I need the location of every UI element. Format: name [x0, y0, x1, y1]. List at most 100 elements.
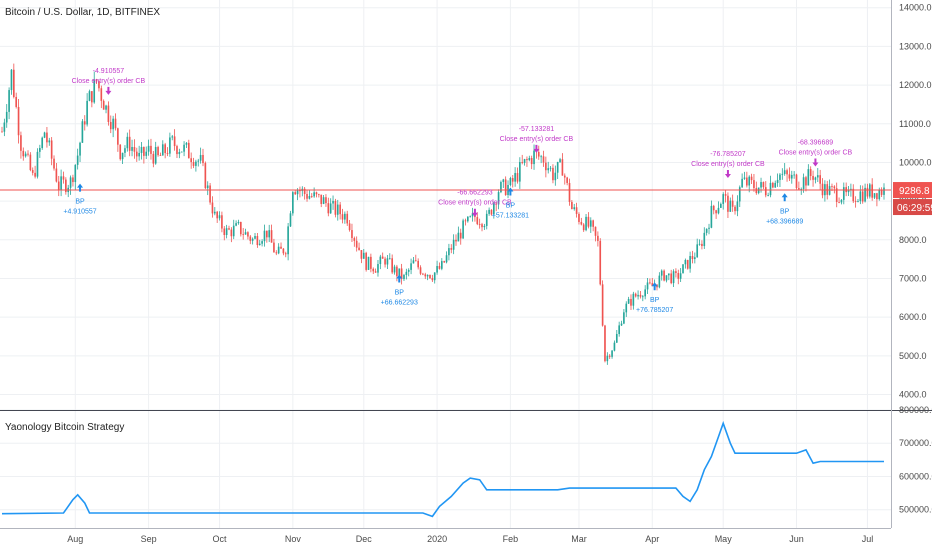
candle-body — [69, 177, 72, 188]
candle-body — [235, 223, 237, 226]
candle-body — [247, 232, 249, 237]
candle-body — [528, 158, 531, 161]
candle-body — [634, 293, 637, 297]
candle-body — [471, 213, 474, 217]
candle-body — [852, 188, 855, 202]
candle-body — [273, 242, 275, 253]
candle-body — [223, 228, 226, 236]
candle-body — [611, 350, 613, 357]
indicator-axis[interactable]: 800000.0 700000.0 600000.0 500000.0 — [899, 405, 932, 515]
time-axis[interactable]: Aug Sep Oct Nov Dec 2020 Feb Mar Apr May Jun Jul — [67, 534, 873, 544]
candle-body — [604, 325, 606, 362]
candle-body — [587, 216, 590, 227]
candle-body — [171, 136, 174, 138]
candle-body — [833, 186, 836, 189]
candle-body — [729, 200, 732, 212]
candle-body — [774, 182, 777, 188]
candle-body — [102, 100, 105, 110]
candle-body — [715, 210, 717, 214]
candle-body — [760, 182, 762, 188]
candle-body — [710, 205, 713, 228]
candle-body — [842, 187, 845, 200]
candle-body — [516, 173, 519, 182]
candle-body — [294, 192, 297, 195]
candle-body — [734, 206, 736, 212]
candle-body — [533, 150, 535, 165]
candle-body — [12, 69, 15, 97]
candle-body — [133, 147, 136, 152]
candle-body — [805, 177, 807, 186]
candle-body — [658, 275, 661, 288]
candle-body — [720, 203, 722, 208]
candle-body — [705, 228, 708, 233]
candle-body — [880, 190, 883, 195]
candle-body — [355, 240, 358, 248]
candle-body — [185, 142, 188, 145]
candle-body — [362, 252, 365, 259]
candle-body — [547, 168, 550, 171]
candle-body — [589, 220, 592, 227]
candle-body — [183, 144, 185, 152]
candle-body — [857, 201, 859, 202]
candle-body — [585, 216, 587, 231]
candle-body — [601, 284, 604, 326]
time-tick-label: Sep — [141, 534, 157, 544]
current-price-value: 9286.8 — [899, 186, 930, 197]
candle-body — [476, 217, 479, 225]
candle-body — [783, 170, 786, 174]
candle-body — [410, 263, 412, 270]
candle-body — [322, 197, 325, 204]
candle-body — [412, 260, 415, 264]
candle-body — [540, 156, 542, 158]
candle-body — [344, 213, 346, 220]
candle-body — [625, 303, 628, 313]
candle-body — [126, 136, 129, 149]
candle-body — [554, 172, 557, 181]
candle-body — [769, 182, 772, 196]
candle-body — [878, 190, 881, 200]
candle-body — [381, 256, 384, 259]
candle-body — [807, 169, 810, 186]
candle-body — [485, 213, 488, 226]
candle-body — [708, 227, 710, 229]
candle-body — [663, 270, 665, 281]
candle-body — [530, 158, 533, 165]
time-tick-label: 2020 — [427, 534, 447, 544]
price-tick-label: 13000.0 — [899, 41, 932, 51]
candle-body — [698, 243, 701, 245]
price-tick-label: 10000.0 — [899, 157, 932, 167]
buy-label: BP — [650, 297, 660, 304]
candle-body — [346, 213, 349, 224]
candle-body — [407, 269, 410, 272]
candle-body — [788, 174, 791, 179]
candle-body — [469, 216, 472, 218]
candle-body — [131, 147, 133, 151]
candle-body — [275, 252, 278, 254]
candle-body — [370, 256, 372, 269]
current-price-tag — [893, 182, 932, 199]
candle-body — [795, 174, 798, 189]
candle-body — [20, 135, 22, 151]
candle-body — [436, 266, 438, 273]
candle-body — [299, 190, 301, 192]
candle-body — [150, 145, 152, 154]
candle-body — [43, 132, 46, 138]
candle-body — [630, 298, 632, 306]
candle-body — [514, 173, 516, 182]
candle-body — [199, 154, 202, 161]
candle-body — [353, 238, 356, 241]
time-tick-label: Nov — [285, 534, 302, 544]
candle-body — [60, 176, 62, 190]
candle-body — [249, 236, 252, 241]
close-arrow-icon — [812, 158, 819, 167]
close-label: Close entry(s) order CB — [500, 136, 574, 143]
candle-body — [781, 173, 784, 175]
candle-body — [254, 236, 256, 239]
candle-body — [287, 226, 289, 255]
candle-body — [95, 79, 98, 82]
candle-body — [847, 189, 850, 193]
candle-body — [348, 223, 351, 231]
candle-body — [372, 268, 375, 272]
candle-body — [481, 224, 483, 228]
